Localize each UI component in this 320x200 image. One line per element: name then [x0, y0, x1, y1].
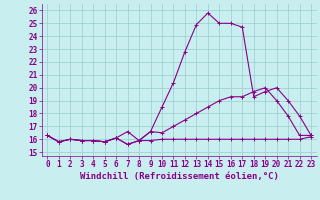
X-axis label: Windchill (Refroidissement éolien,°C): Windchill (Refroidissement éolien,°C)	[80, 172, 279, 181]
